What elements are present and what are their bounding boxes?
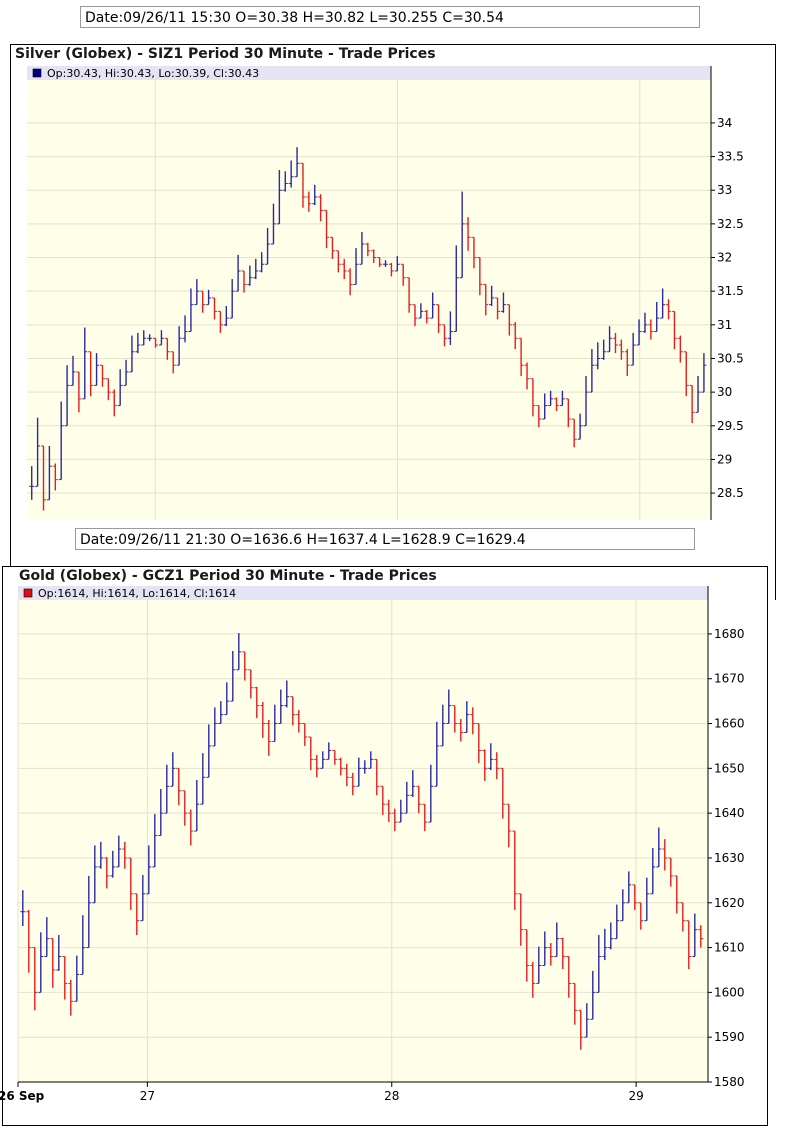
- legend-swatch: [32, 68, 42, 78]
- y-tick-label: 1680: [714, 627, 745, 641]
- x-tick-label: 29: [628, 1089, 643, 1103]
- y-tick-label: 31: [717, 318, 732, 332]
- y-tick-label: 29: [717, 452, 732, 466]
- y-tick-label: 1600: [714, 985, 745, 999]
- y-tick-label: 1580: [714, 1075, 745, 1089]
- y-tick-label: 1620: [714, 896, 745, 910]
- x-tick-label: 27: [140, 1089, 155, 1103]
- plot-area: [18, 600, 708, 1082]
- x-tick-label: 28: [384, 1089, 399, 1103]
- legend-text: Op:30.43, Hi:30.43, Lo:30.39, Cl:30.43: [47, 67, 259, 80]
- silver-info-bar: Date:09/26/11 15:30 O=30.38 H=30.82 L=30…: [80, 6, 700, 28]
- y-tick-label: 33: [717, 183, 732, 197]
- y-tick-label: 28.5: [717, 486, 744, 500]
- silver-price-chart: Op:30.43, Hi:30.43, Lo:30.39, Cl:30.43© …: [27, 66, 744, 520]
- legend-swatch: [23, 588, 33, 598]
- y-tick-label: 32: [717, 251, 732, 265]
- plot-area: [27, 80, 711, 520]
- gold-chart-title: Gold (Globex) - GCZ1 Period 30 Minute - …: [19, 568, 437, 584]
- y-tick-label: 33.5: [717, 150, 744, 164]
- legend-band: [18, 586, 708, 600]
- y-tick-label: 1630: [714, 851, 745, 865]
- y-tick-label: 32.5: [717, 217, 744, 231]
- y-tick-label: 1670: [714, 672, 745, 686]
- y-tick-label: 1610: [714, 941, 745, 955]
- gold-info-bar: Date:09/26/11 21:30 O=1636.6 H=1637.4 L=…: [75, 528, 695, 550]
- y-tick-label: 34: [717, 116, 732, 130]
- y-tick-label: 31.5: [717, 284, 744, 298]
- y-tick-label: 30.5: [717, 351, 744, 365]
- y-tick-label: 1650: [714, 761, 745, 775]
- legend-band: [27, 66, 711, 80]
- y-tick-label: 1590: [714, 1030, 745, 1044]
- legend-text: Op:1614, Hi:1614, Lo:1614, Cl:1614: [38, 587, 236, 600]
- silver-chart-title: Silver (Globex) - SIZ1 Period 30 Minute …: [15, 46, 436, 62]
- x-tick-label: 26 Sep: [0, 1089, 45, 1103]
- y-tick-label: 1640: [714, 806, 745, 820]
- y-tick-label: 29.5: [717, 419, 744, 433]
- y-tick-label: 30: [717, 385, 732, 399]
- y-tick-label: 1660: [714, 717, 745, 731]
